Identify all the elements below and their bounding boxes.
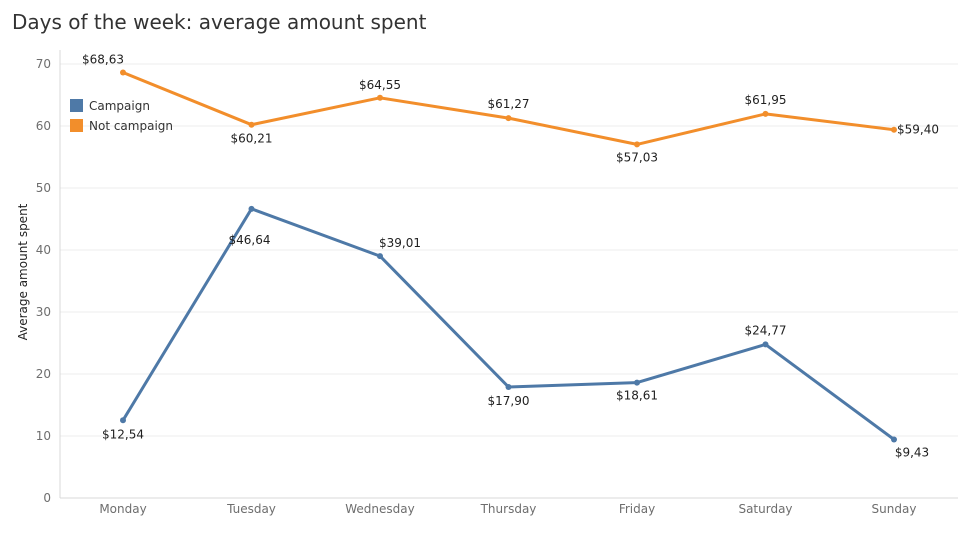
data-point <box>120 69 126 75</box>
data-point <box>763 111 769 117</box>
data-point <box>249 122 255 128</box>
x-tick-label: Monday <box>99 502 146 516</box>
y-tick-label: 30 <box>36 305 51 319</box>
x-tick-label: Friday <box>619 502 655 516</box>
y-axis-title: Average amount spent <box>16 203 30 340</box>
data-label: $68,63 <box>82 52 124 66</box>
data-label: $39,01 <box>379 236 421 250</box>
data-label: $61,95 <box>745 93 787 107</box>
data-label: $57,03 <box>616 150 658 164</box>
data-label: $18,61 <box>616 389 658 403</box>
legend-label: Campaign <box>89 99 150 113</box>
data-point <box>763 341 769 347</box>
x-tick-label: Thursday <box>480 502 537 516</box>
data-point <box>506 384 512 390</box>
legend-swatch <box>70 99 83 112</box>
data-point <box>120 417 126 423</box>
y-tick-label: 0 <box>43 491 51 505</box>
y-tick-label: 70 <box>36 57 51 71</box>
data-point <box>249 206 255 212</box>
data-label: $12,54 <box>102 427 144 441</box>
legend-label: Not campaign <box>89 119 173 133</box>
data-label: $9,43 <box>895 446 929 460</box>
y-tick-label: 20 <box>36 367 51 381</box>
y-tick-label: 40 <box>36 243 51 257</box>
x-tick-label: Sunday <box>872 502 917 516</box>
data-label: $64,55 <box>359 78 401 92</box>
data-label: $24,77 <box>745 323 787 337</box>
data-point <box>377 253 383 259</box>
data-label: $60,21 <box>231 132 273 146</box>
y-tick-label: 10 <box>36 429 51 443</box>
x-tick-label: Saturday <box>738 502 792 516</box>
data-label: $17,90 <box>488 394 530 408</box>
y-tick-label: 60 <box>36 119 51 133</box>
data-label: $46,64 <box>229 233 271 247</box>
data-point <box>377 95 383 101</box>
x-tick-label: Wednesday <box>345 502 414 516</box>
data-point <box>634 380 640 386</box>
legend-swatch <box>70 119 83 132</box>
x-tick-label: Tuesday <box>226 502 276 516</box>
data-point <box>506 115 512 121</box>
y-tick-label: 50 <box>36 181 51 195</box>
data-label: $59,40 <box>897 123 939 137</box>
data-label: $61,27 <box>488 97 530 111</box>
data-point <box>634 141 640 147</box>
data-point <box>891 437 897 443</box>
